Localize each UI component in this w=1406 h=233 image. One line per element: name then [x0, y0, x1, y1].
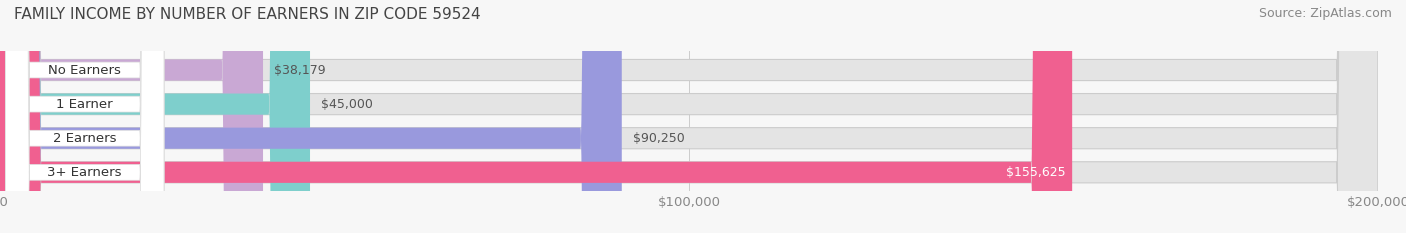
- Text: $45,000: $45,000: [321, 98, 373, 111]
- FancyBboxPatch shape: [0, 0, 1073, 233]
- Text: FAMILY INCOME BY NUMBER OF EARNERS IN ZIP CODE 59524: FAMILY INCOME BY NUMBER OF EARNERS IN ZI…: [14, 7, 481, 22]
- Text: No Earners: No Earners: [48, 64, 121, 76]
- Text: 3+ Earners: 3+ Earners: [48, 166, 122, 179]
- FancyBboxPatch shape: [0, 0, 263, 233]
- Text: $38,179: $38,179: [274, 64, 326, 76]
- FancyBboxPatch shape: [6, 0, 165, 233]
- Text: Source: ZipAtlas.com: Source: ZipAtlas.com: [1258, 7, 1392, 20]
- FancyBboxPatch shape: [0, 0, 621, 233]
- Text: 1 Earner: 1 Earner: [56, 98, 112, 111]
- FancyBboxPatch shape: [6, 0, 165, 233]
- FancyBboxPatch shape: [6, 0, 165, 233]
- Text: 2 Earners: 2 Earners: [53, 132, 117, 145]
- FancyBboxPatch shape: [0, 0, 311, 233]
- Text: $90,250: $90,250: [633, 132, 685, 145]
- Text: $155,625: $155,625: [1005, 166, 1066, 179]
- FancyBboxPatch shape: [6, 0, 165, 233]
